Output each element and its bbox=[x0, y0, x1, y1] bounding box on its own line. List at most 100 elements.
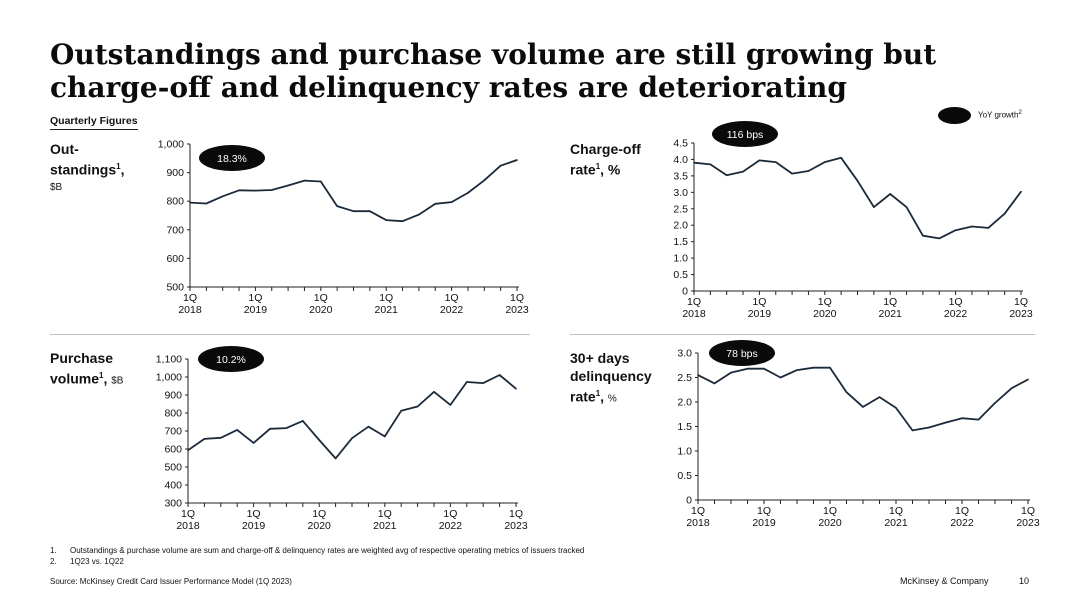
delinquency-data-point bbox=[1010, 387, 1013, 390]
chargeoff-x-tick-label-year: 2022 bbox=[944, 308, 968, 320]
delinquency-data-point bbox=[895, 407, 897, 409]
delinquency-data-point bbox=[730, 371, 732, 374]
chargeoff-y-tick-label: 3.0 bbox=[673, 187, 688, 199]
delinquency-data-point bbox=[763, 367, 765, 370]
chargeoff-yoy-badge-label: 116 bps bbox=[727, 129, 764, 141]
chargeoff-data-point bbox=[709, 163, 712, 166]
delinquency-data-point bbox=[911, 429, 914, 432]
chargeoff-y-tick-label: 2.0 bbox=[673, 220, 688, 232]
chargeoff-data-point bbox=[742, 170, 744, 173]
outstandings-x-tick-label-q: 1Q bbox=[379, 292, 393, 304]
purchase-data-point bbox=[236, 429, 238, 431]
chargeoff-x-tick-label-q: 1Q bbox=[752, 296, 766, 308]
chargeoff-x-tick-label-q: 1Q bbox=[1014, 296, 1028, 308]
outstandings-y-tick-label: 700 bbox=[166, 224, 184, 236]
purchase-data-point bbox=[400, 410, 403, 412]
delinquency-yoy-badge-label: 78 bps bbox=[726, 348, 758, 360]
subtitle: Quarterly Figures bbox=[50, 115, 138, 130]
outstandings-x-tick-label-year: 2018 bbox=[178, 304, 202, 316]
purchase-x-tick-label-year: 2020 bbox=[308, 520, 332, 532]
outstandings-data-point bbox=[418, 213, 420, 216]
outstandings-data-point bbox=[270, 189, 273, 191]
purchase-y-tick-label: 900 bbox=[164, 390, 182, 402]
outstandings-data-point bbox=[467, 192, 469, 194]
footnote-2: 2. 1Q23 vs. 1Q22 bbox=[50, 557, 124, 566]
source-note: Source: McKinsey Credit Card Issuer Perf… bbox=[50, 577, 292, 586]
purchase-data-point bbox=[302, 420, 304, 422]
outstandings-x-tick-label-q: 1Q bbox=[314, 292, 328, 304]
purchase-data-point bbox=[318, 439, 321, 441]
outstandings-y-tick-label: 600 bbox=[166, 253, 184, 265]
delinquency-y-tick-label: 3.0 bbox=[677, 348, 692, 360]
outstandings-yoy-badge-label: 18.3% bbox=[217, 153, 247, 165]
purchase-data-point bbox=[334, 457, 337, 460]
delinquency-y-tick-label: 2.0 bbox=[677, 397, 692, 409]
outstandings-x-tick-label-q: 1Q bbox=[445, 292, 459, 304]
outstandings-x-tick-label-q: 1Q bbox=[248, 292, 262, 304]
chargeoff-data-point bbox=[938, 237, 941, 240]
legend-pill-swatch bbox=[938, 107, 971, 124]
delinquency-data-point bbox=[779, 376, 782, 379]
chargeoff-yoy-badge bbox=[712, 121, 778, 147]
delinquency-data-point bbox=[812, 366, 815, 369]
chargeoff-data-point bbox=[987, 227, 990, 229]
outstandings-label: Out- standings1, $B bbox=[50, 141, 125, 193]
chargeoff-x-tick-label-year: 2020 bbox=[813, 308, 837, 320]
outstandings-x-tick-label-year: 2022 bbox=[440, 304, 464, 316]
purchase-x-tick-label-q: 1Q bbox=[443, 508, 457, 520]
purchase-data-point bbox=[351, 437, 353, 440]
delinquency-y-tick-label: 1.0 bbox=[677, 446, 692, 458]
outstandings-data-point bbox=[221, 195, 224, 198]
purchase-x-tick-label-year: 2019 bbox=[242, 520, 266, 532]
purchase-x-tick-label-q: 1Q bbox=[247, 508, 261, 520]
chargeoff-x-tick-label-q: 1Q bbox=[687, 296, 701, 308]
chargeoff-data-point bbox=[758, 159, 761, 162]
chargeoff-data-point bbox=[873, 206, 875, 208]
outstandings-data-point bbox=[352, 210, 355, 213]
delinquency-data-point bbox=[994, 402, 996, 404]
outstandings-x-tick-label-q: 1Q bbox=[510, 292, 524, 304]
chargeoff-x-tick-label-year: 2018 bbox=[682, 308, 706, 320]
delinquency-data-point bbox=[845, 391, 848, 394]
chargeoff-data-point bbox=[954, 229, 957, 231]
purchase-data-point bbox=[416, 405, 419, 408]
outstandings-data-point bbox=[238, 189, 240, 192]
delinquency-x-tick-label-q: 1Q bbox=[1021, 505, 1035, 517]
chargeoff-y-tick-label: 4.0 bbox=[673, 154, 688, 166]
chargeoff-data-point bbox=[807, 170, 810, 172]
chargeoff-data-point bbox=[905, 206, 908, 208]
delinquency-x-tick-label-year: 2019 bbox=[752, 517, 776, 529]
page-title: Outstandings and purchase volume are sti… bbox=[50, 38, 937, 104]
outstandings-data-point bbox=[450, 201, 453, 203]
purchase-x-tick-label-q: 1Q bbox=[378, 508, 392, 520]
delinquency-data-point bbox=[862, 406, 864, 408]
purchase-data-point bbox=[449, 404, 452, 406]
chargeoff-data-point bbox=[1020, 190, 1022, 193]
purchase-y-tick-label: 1,000 bbox=[156, 372, 182, 384]
purchase-data-point bbox=[269, 428, 271, 430]
divider-right bbox=[570, 334, 1035, 335]
outstandings-y-tick-label: 800 bbox=[166, 196, 184, 208]
chargeoff-y-tick-label: 3.5 bbox=[673, 170, 688, 182]
delinquency-x-tick-label-year: 2023 bbox=[1016, 517, 1040, 529]
chargeoff-data-point bbox=[856, 180, 859, 182]
outstandings-data-point bbox=[483, 179, 486, 182]
purchase-y-tick-label: 800 bbox=[164, 408, 182, 420]
purchase-yoy-badge bbox=[198, 346, 264, 372]
page-number: 10 bbox=[1019, 576, 1030, 586]
purchase-data-point bbox=[482, 382, 485, 384]
delinquency-x-tick-label-q: 1Q bbox=[691, 505, 705, 517]
purchase-series-line bbox=[187, 374, 517, 460]
purchase-y-tick-label: 500 bbox=[164, 462, 182, 474]
outstandings-data-point bbox=[189, 201, 191, 204]
delinquency-yoy-badge bbox=[709, 340, 775, 366]
chargeoff-x-tick-label-q: 1Q bbox=[949, 296, 963, 308]
purchase-y-tick-label: 300 bbox=[164, 498, 182, 510]
chargeoff-x-tick-label-year: 2019 bbox=[748, 308, 772, 320]
chargeoff-y-tick-label: 2.5 bbox=[673, 203, 688, 215]
delinquency-data-point bbox=[697, 374, 699, 376]
outstandings-x-tick-label-year: 2021 bbox=[375, 304, 399, 316]
delinquency-x-tick-label-year: 2018 bbox=[686, 517, 710, 529]
purchase-yoy-badge-label: 10.2% bbox=[216, 354, 246, 366]
